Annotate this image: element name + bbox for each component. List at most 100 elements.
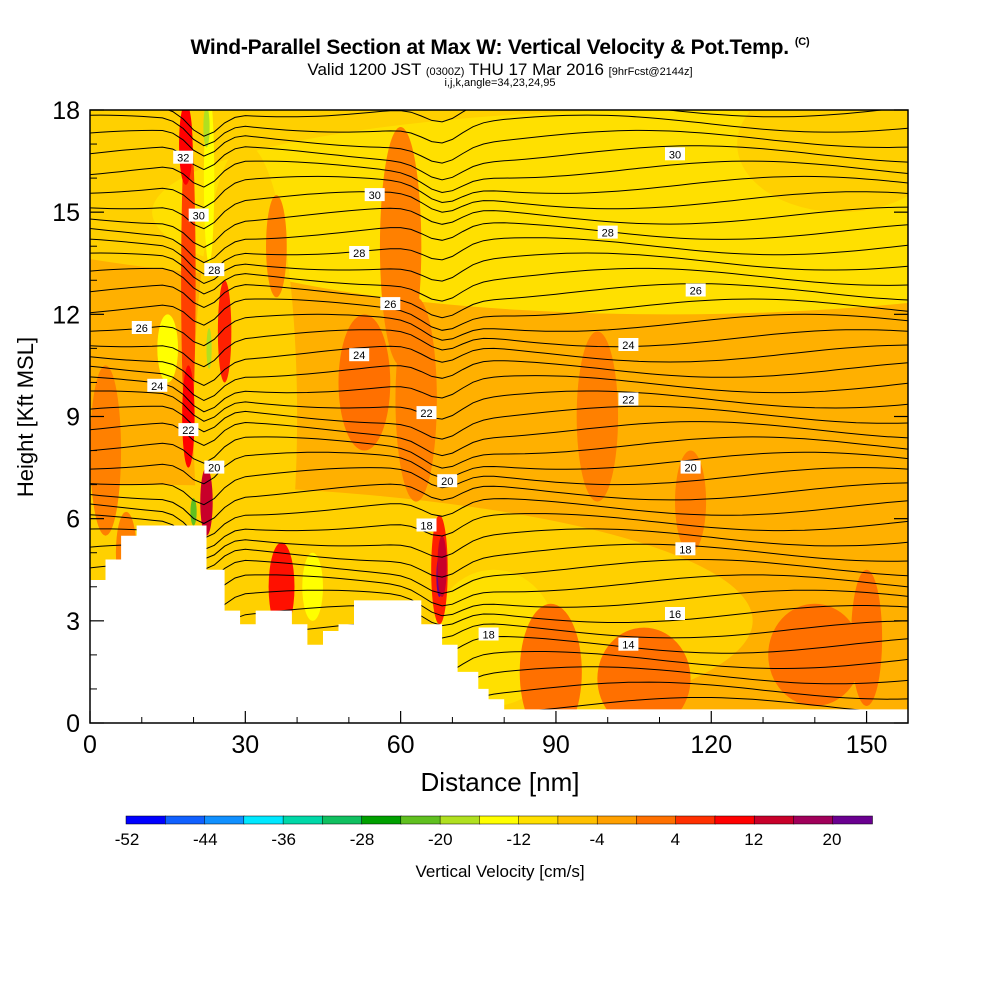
contour-label: 24 [349, 348, 370, 362]
contour-label-text: 26 [690, 286, 702, 298]
contour-label-text: 14 [622, 640, 634, 652]
contour-label-text: 26 [136, 323, 148, 335]
x-tick-label: 120 [690, 731, 732, 759]
theta-contour [90, 558, 908, 595]
contour-label-text: 28 [208, 265, 220, 277]
contour-label-text: 24 [622, 340, 634, 352]
velocity-region [302, 552, 323, 621]
theta-contour [90, 129, 908, 164]
contour-label-text: 24 [151, 381, 163, 393]
theta-contour [90, 436, 908, 469]
x-axis-label: Distance [nm] [421, 767, 580, 797]
colorbar-swatch [400, 815, 441, 825]
colorbar-swatch [439, 815, 481, 825]
contour-label: 24 [147, 378, 168, 393]
y-tick-label: 15 [52, 199, 80, 227]
theta-contour [90, 160, 908, 194]
copyright-mark: (C) [794, 36, 810, 48]
theta-contour [90, 206, 908, 249]
velocity-region [576, 331, 619, 502]
theta-contour [90, 528, 908, 560]
colorbar-tick-label: 12 [744, 830, 763, 849]
velocity-region [768, 603, 862, 706]
theta-contour [90, 513, 908, 551]
theta-contour [90, 313, 908, 347]
colorbar-tick-label: 20 [823, 830, 842, 849]
contour-label: 22 [416, 406, 437, 420]
contour-label: 22 [618, 392, 639, 407]
colorbar-tick-label: -12 [506, 830, 531, 849]
colorbar-swatch [479, 815, 520, 825]
theta-contour [90, 191, 908, 230]
colorbar-tick-label: -52 [115, 830, 140, 849]
valid-utc: (0300Z) [425, 66, 465, 78]
colorbar-swatch [636, 815, 677, 825]
velocity-region [203, 110, 210, 148]
contour-label: 26 [380, 297, 401, 311]
colorbar-title: Vertical Velocity [cm/s] [415, 862, 585, 881]
contour-label-text: 22 [622, 395, 634, 407]
contour-labels: 32 30 30 30 28 28 28 26 26 26 24 24 24 22 22 22 20 20 20 18… [131, 147, 706, 652]
contour-label-text: 18 [420, 521, 432, 533]
velocity-region [179, 110, 193, 185]
velocity-region [181, 110, 196, 451]
contour-label-text: 22 [420, 408, 432, 420]
x-tick-label: 150 [846, 731, 888, 759]
contour-label-text: 22 [182, 425, 194, 437]
colorbar-tick-label: -28 [350, 830, 375, 849]
x-tick-label: 0 [83, 731, 97, 759]
theta-contour [90, 482, 908, 525]
theta-contour [90, 252, 908, 285]
colorbar-swatch [243, 815, 284, 825]
contour-label: 32 [173, 150, 194, 165]
y-axis-label: Height [Kft MSL] [13, 337, 38, 497]
colorbar: -52 -44 -36 -28 -20 -12 -4 4 12 20 [115, 815, 873, 849]
axes: 0 30 60 90 120 150 0 3 6 9 12 15 18 [52, 97, 908, 759]
velocity-region [157, 314, 179, 383]
theta-contour [90, 283, 908, 319]
velocity-region [851, 569, 883, 706]
theta-contour [90, 589, 908, 623]
theta-contour [166, 110, 887, 137]
contour-label: 26 [685, 283, 706, 298]
theta-contour [90, 467, 908, 506]
colorbar-swatch [361, 815, 402, 825]
colorbar-tick-label: -4 [589, 830, 604, 849]
contour-label: 18 [416, 518, 437, 533]
colorbar-swatch [125, 815, 167, 825]
x-tick-label: 90 [542, 731, 570, 759]
contour-label: 30 [188, 208, 209, 223]
terrain-mask [90, 525, 908, 723]
contour-label-text: 32 [177, 153, 189, 165]
contour-label-text: 30 [669, 149, 681, 161]
contour-label: 30 [665, 147, 685, 161]
velocity-region [519, 603, 582, 723]
theta-contour [90, 375, 908, 413]
theta-contour [90, 298, 908, 331]
contour-label: 24 [618, 338, 639, 352]
colorbar-tick-label: -36 [271, 830, 296, 849]
theta-contour [90, 498, 908, 539]
contour-label-text: 18 [679, 544, 691, 556]
colorbar-swatch [596, 815, 638, 825]
chart-title: Wind-Parallel Section at Max W: Vertical… [190, 36, 810, 59]
contour-label: 28 [204, 263, 225, 277]
theta-contour [90, 175, 908, 209]
contour-label-text: 20 [208, 463, 220, 475]
y-tick-label: 18 [52, 97, 80, 125]
contour-label-text: 18 [482, 630, 494, 642]
contour-label: 20 [437, 474, 458, 488]
colorbar-tick-label: 4 [671, 830, 680, 849]
theta-contour [90, 114, 908, 147]
velocity-region [90, 365, 122, 536]
colorbar-tick-label: -20 [428, 830, 453, 849]
section-params: i,j,k,angle=34,23,24,95 [444, 77, 556, 89]
contour-label: 22 [178, 423, 199, 437]
contour-label: 14 [618, 637, 639, 652]
colorbar-swatch [753, 815, 795, 825]
velocity-region [200, 467, 213, 536]
colorbar-swatch [282, 815, 324, 825]
theta-contour [90, 237, 908, 275]
colorbar-swatch [832, 815, 873, 825]
y-tick-label: 3 [66, 608, 80, 636]
